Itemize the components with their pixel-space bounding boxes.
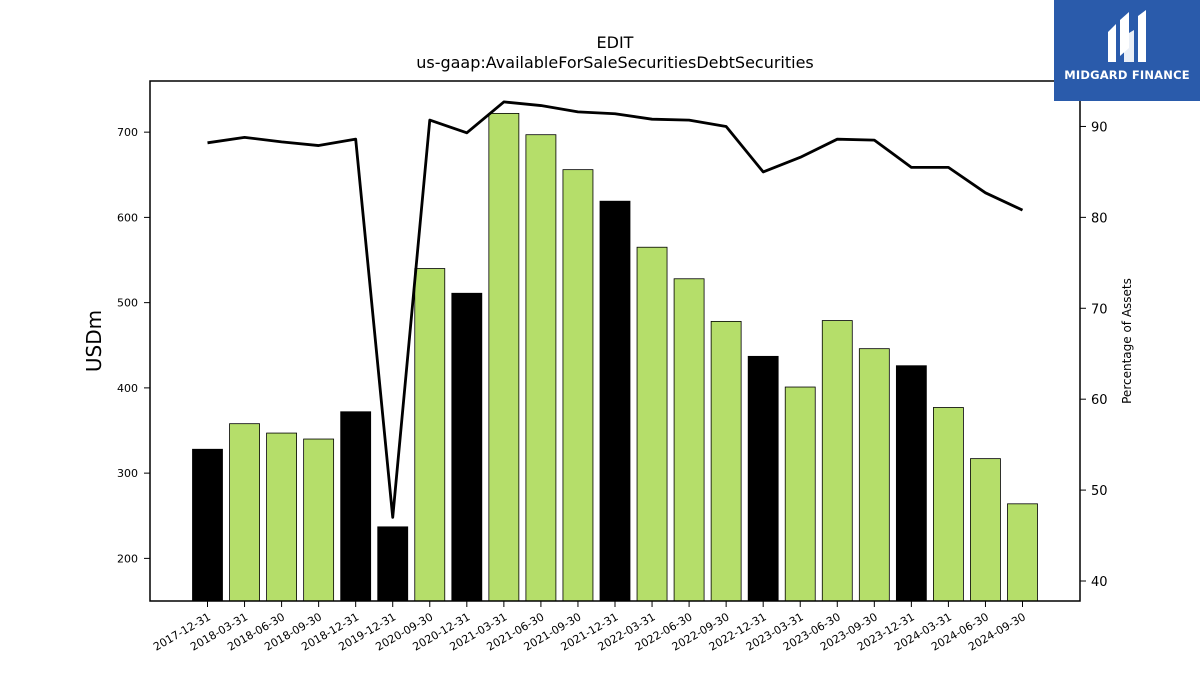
y-tick-label: 700 (117, 126, 138, 139)
y-tick-label: 300 (117, 467, 138, 480)
bar (340, 411, 372, 602)
bar (266, 432, 297, 602)
bar (488, 112, 520, 602)
bar (970, 458, 1001, 602)
chart-title: EDIT (597, 33, 634, 52)
bar (192, 448, 223, 602)
brand-logo: MIDGARD FINANCE (1054, 0, 1200, 101)
bar (673, 278, 705, 602)
bar (451, 292, 483, 602)
y-tick-label: 600 (117, 211, 138, 224)
bar (414, 268, 446, 602)
y-tick-label: 400 (117, 382, 138, 395)
bar (636, 246, 668, 602)
y-axis-label: USDm (82, 310, 106, 372)
logo-text: MIDGARD FINANCE (1064, 68, 1190, 82)
y-tick-label: 500 (117, 297, 138, 310)
bar (747, 355, 779, 602)
bar (377, 526, 409, 602)
y2-tick-label: 40 (1091, 575, 1108, 590)
bar (895, 365, 927, 602)
y2-tick-label: 90 (1091, 120, 1108, 135)
bar (1007, 503, 1038, 602)
bar (821, 320, 853, 602)
bar (858, 348, 890, 602)
y-tick-label: 200 (117, 552, 138, 565)
y2-axis-label: Percentage of Assets (1120, 278, 1134, 404)
bar (599, 200, 631, 602)
bar (933, 407, 964, 602)
bar (303, 438, 335, 602)
percentage-line (207, 100, 1024, 519)
midgard-logo-icon (1108, 10, 1146, 62)
bar (784, 386, 816, 602)
plot-frame (149, 80, 1081, 602)
bar (710, 320, 742, 602)
y2-tick-label: 80 (1091, 211, 1108, 226)
plot-area: 2003004005006007004050607080902017-12-31… (117, 100, 1108, 654)
y2-tick-label: 50 (1091, 484, 1108, 499)
chart-subtitle: us-gaap:AvailableForSaleSecuritiesDebtSe… (416, 53, 814, 72)
bar (229, 423, 260, 602)
bar (525, 134, 557, 602)
bar (562, 169, 594, 602)
y2-tick-label: 60 (1091, 393, 1108, 408)
y2-tick-label: 70 (1091, 302, 1108, 317)
